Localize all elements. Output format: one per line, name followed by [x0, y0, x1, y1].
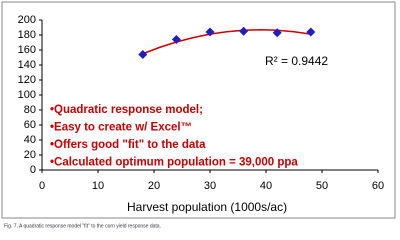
y-tick-label: 100: [18, 89, 36, 101]
r2-annotation: R² = 0.9442: [265, 54, 328, 68]
y-tick-label: 40: [24, 134, 36, 146]
y-tick-label: 160: [18, 44, 36, 56]
data-point: [239, 26, 249, 36]
bullet-text: •Offers good "fit" to the data: [50, 139, 206, 151]
chart-frame: [1, 1, 396, 219]
y-tick-label: 80: [24, 104, 36, 116]
x-tick-label: 20: [148, 180, 160, 192]
y-tick-label: 20: [24, 149, 36, 161]
y-tick-label: 180: [18, 29, 36, 41]
x-tick-label: 60: [372, 180, 384, 192]
y-tick-label: 120: [18, 74, 36, 86]
caption: Fig. 7. A quadratic response model "fit"…: [4, 223, 161, 229]
x-tick-label: 40: [260, 180, 272, 192]
y-tick-label: 60: [24, 119, 36, 131]
data-point: [306, 27, 316, 37]
data-point: [272, 28, 282, 38]
x-axis-label: Harvest population (1000s/ac): [127, 200, 287, 214]
x-tick-label: 10: [92, 180, 104, 192]
bullet-text: •Quadratic response model;: [50, 104, 203, 116]
bullet-text: •Easy to create w/ Excel™: [50, 122, 192, 134]
trendline: [142, 28, 311, 55]
bullet-text: •Calculated optimum population = 39,000 …: [50, 157, 298, 169]
chart: Harvest population (1000s/ac) R² = 0.944…: [1, 1, 396, 229]
data-point: [171, 35, 181, 44]
x-tick-label: 0: [39, 180, 45, 192]
x-tick-label: 30: [204, 180, 216, 192]
y-tick-label: 140: [18, 59, 36, 71]
data-point: [205, 27, 215, 37]
x-tick-label: 50: [316, 180, 328, 192]
y-tick-label: 0: [30, 164, 36, 176]
y-tick-label: 200: [18, 14, 36, 26]
data-point: [138, 50, 148, 59]
